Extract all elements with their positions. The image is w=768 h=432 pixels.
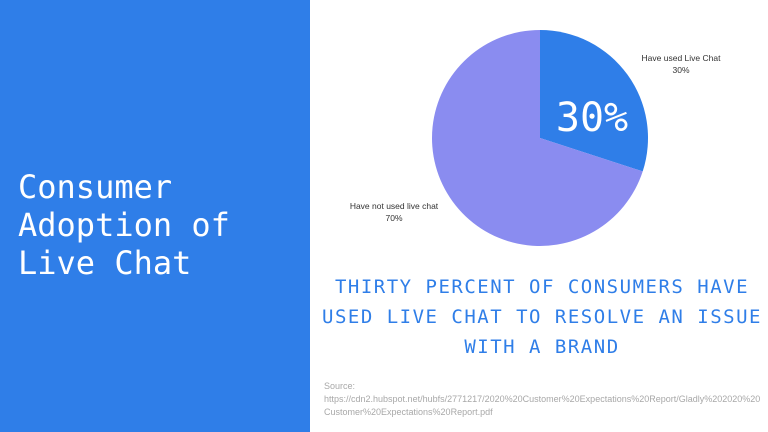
pie-chart: 30% Have used Live Chat 30% Have not use… <box>350 30 722 246</box>
slice-value-used: 30% <box>672 65 689 75</box>
highlight-percent: 30% <box>556 95 628 141</box>
title-panel: Consumer Adoption of Live Chat <box>0 0 310 432</box>
slice-value-not-used: 70% <box>385 213 402 223</box>
slice-label-used: Have used Live Chat <box>642 53 722 63</box>
pie-slice-not-used <box>432 30 643 246</box>
slide-title: Consumer Adoption of Live Chat <box>18 168 230 282</box>
source-url: https://cdn2.hubspot.net/hubfs/2771217/2… <box>324 394 761 417</box>
source-citation: Source: https://cdn2.hubspot.net/hubfs/2… <box>324 380 764 419</box>
slice-label-not-used: Have not used live chat <box>350 201 439 211</box>
headline: THIRTY PERCENT OF CONSUMERS HAVE USED LI… <box>322 276 762 358</box>
pie-slices <box>432 30 649 246</box>
pie-slice-used <box>540 30 649 172</box>
source-label: Source: <box>324 381 356 391</box>
